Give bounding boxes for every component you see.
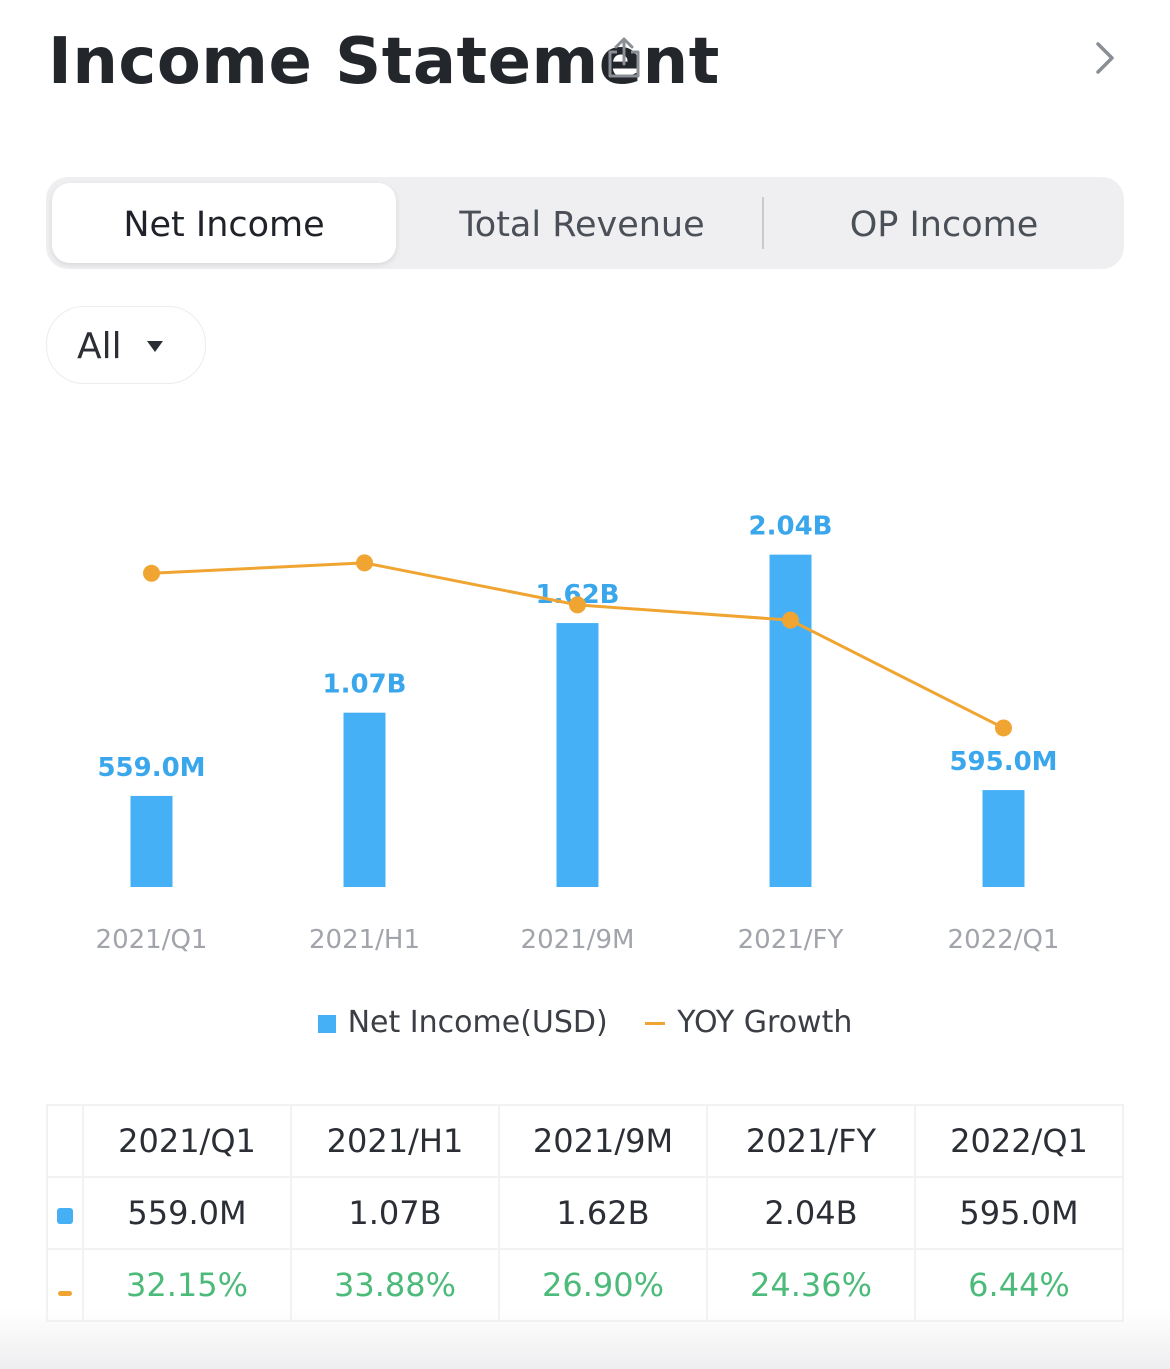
yoy-growth-point: [782, 611, 799, 629]
yoy-growth-point: [569, 596, 586, 614]
net-income-chart: 559.0M2021/Q11.07B2021/H11.62B2021/9M2.0…: [96, 512, 1060, 955]
table-header-cell: 2022/Q1: [914, 1104, 1124, 1178]
caret-down-icon: [147, 341, 163, 352]
x-tick-label: 2021/9M: [521, 925, 635, 955]
bar-2021-fy: [769, 554, 812, 887]
bar-value-label: 1.07B: [323, 670, 407, 700]
legend-line-swatch: [645, 1022, 666, 1025]
bottom-fade: [0, 1309, 1170, 1369]
tab-net-income[interactable]: Net Income: [52, 183, 396, 263]
table-cell: 559.0M: [82, 1176, 292, 1250]
table-header-row: 2021/Q1 2021/H1 2021/9M 2021/FY 2022/Q1: [46, 1104, 1124, 1178]
table-corner-cell: [46, 1104, 84, 1178]
table-cell: 2.04B: [706, 1176, 916, 1250]
table-cell: 1.62B: [498, 1176, 708, 1250]
table-header-cell: 2021/FY: [706, 1104, 916, 1178]
page-title: Income Statement: [48, 25, 720, 99]
yoy-growth-point: [995, 719, 1012, 737]
bar-value-label: 2.04B: [749, 512, 833, 542]
x-tick-label: 2021/FY: [738, 925, 844, 955]
metric-segmented-control: Net Income Total Revenue OP Income: [46, 177, 1124, 269]
line-series-marker-icon: [58, 1291, 72, 1296]
table-header-cell: 2021/Q1: [82, 1104, 292, 1178]
yoy-growth-point: [143, 564, 160, 582]
legend-net-income-label: Net Income(USD): [347, 1005, 608, 1040]
chevron-right-icon[interactable]: [1092, 40, 1116, 76]
legend-item-yoy-growth[interactable]: YOY Growth: [645, 1005, 852, 1040]
table-row-net-income: 559.0M 1.07B 1.62B 2.04B 595.0M: [46, 1176, 1124, 1250]
bar-2021-q1: [130, 795, 173, 887]
tab-op-income[interactable]: OP Income: [849, 205, 1039, 245]
yoy-growth-point: [356, 554, 373, 572]
net-income-row-marker: [46, 1176, 84, 1250]
bar-series-marker-icon: [57, 1208, 73, 1224]
bar-2021-9m: [556, 623, 599, 887]
chart-legend: Net Income(USD) YOY Growth: [0, 1004, 1170, 1048]
x-tick-label: 2021/H1: [309, 925, 420, 955]
table-cell: 595.0M: [914, 1176, 1124, 1250]
tab-total-revenue[interactable]: Total Revenue: [459, 205, 705, 245]
tab-divider: [762, 197, 764, 249]
period-filter-dropdown[interactable]: All: [46, 306, 206, 384]
legend-yoy-growth-label: YOY Growth: [677, 1005, 853, 1040]
share-icon[interactable]: [604, 36, 644, 80]
legend-item-net-income[interactable]: Net Income(USD): [317, 1005, 608, 1040]
x-tick-label: 2021/Q1: [96, 925, 208, 955]
bar-value-label: 559.0M: [97, 753, 205, 783]
bar-value-label: 595.0M: [949, 747, 1057, 777]
bar-2021-h1: [343, 712, 386, 887]
table-header-cell: 2021/H1: [290, 1104, 500, 1178]
legend-bar-swatch: [317, 1014, 336, 1033]
table-cell: 1.07B: [290, 1176, 500, 1250]
income-data-table: 2021/Q1 2021/H1 2021/9M 2021/FY 2022/Q1 …: [46, 1104, 1124, 1322]
bar-2022-q1: [982, 790, 1025, 887]
x-tick-label: 2022/Q1: [948, 925, 1060, 955]
period-filter-label: All: [77, 326, 122, 367]
header: Income Statement: [48, 22, 1130, 102]
table-header-cell: 2021/9M: [498, 1104, 708, 1178]
